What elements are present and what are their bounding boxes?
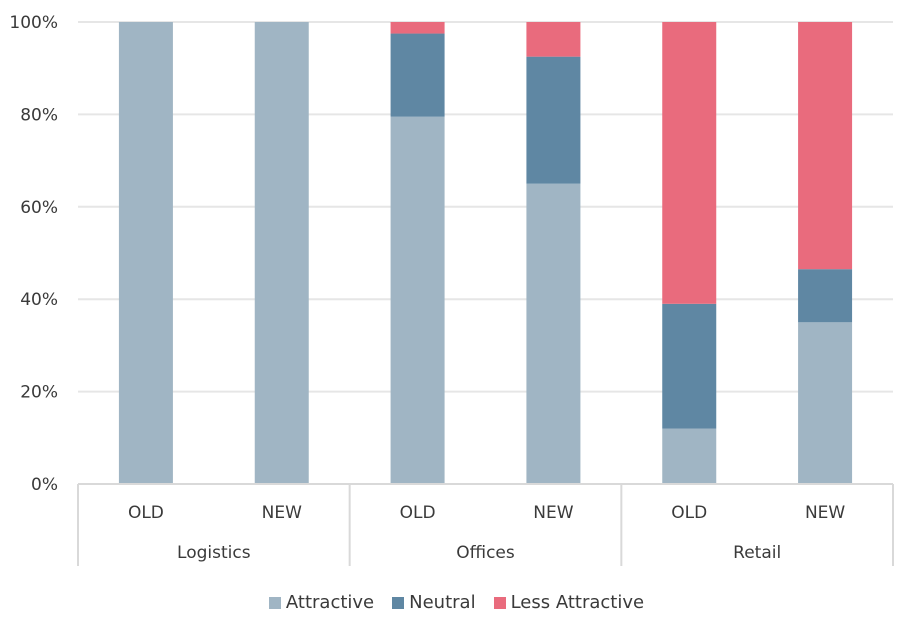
bar-segment [662,22,717,304]
x-tick-label: NEW [805,503,845,523]
y-tick-label: 80% [20,105,58,125]
legend-label: Neutral [409,592,476,613]
legend-item: Neutral [392,592,476,613]
y-tick-label: 60% [20,198,58,218]
y-tick-label: 20% [20,383,58,403]
bar-segment [118,22,173,484]
bar-segment [662,303,717,429]
legend-label: Attractive [285,592,375,613]
bar-segment [798,322,853,484]
legend-label: Less Attractive [510,592,645,613]
group-label: Offices [456,543,515,563]
bar-segment [526,22,581,57]
bar-segment [254,22,309,484]
chart-svg: 0% 20% 40% 60% 80% 100% OLD NEW OLD NEW OLD NEW Logi… [9,13,894,566]
x-tick-label: NEW [533,503,573,523]
y-tick-label: 40% [20,290,58,310]
x-tick-label: OLD [128,503,164,523]
group-label: Logistics [177,543,251,563]
legend-swatch [392,596,405,609]
x-tick-label: NEW [262,503,302,523]
legend-item: Attractive [268,592,375,613]
legend-item: Less Attractive [493,592,645,613]
y-tick-label: 100% [9,13,58,33]
legend-swatch [268,596,281,609]
x-tick-label: OLD [400,503,436,523]
bar-segment [662,428,717,484]
bar-segment [798,22,853,270]
bar-segment [390,33,445,117]
y-tick-label: 0% [31,475,58,495]
group-label: Retail [733,543,781,563]
legend-swatch [493,596,506,609]
bar-segment [390,22,445,34]
bar-segment [526,56,581,184]
bar-segment [390,116,445,485]
legend: Attractive Neutral Less Attractive [0,592,913,613]
x-tick-label: OLD [671,503,707,523]
bar-segment [798,269,853,323]
bar-segment [526,183,581,484]
